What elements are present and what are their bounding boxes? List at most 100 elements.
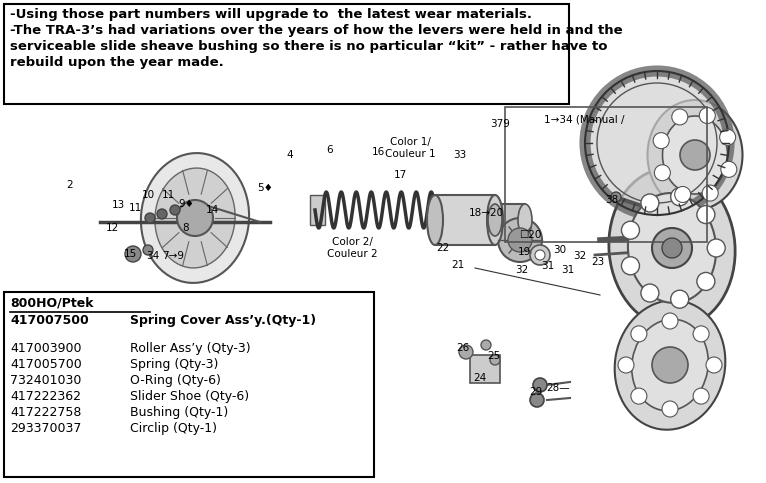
Text: -Using those part numbers will upgrade to  the latest wear materials.: -Using those part numbers will upgrade t…	[10, 8, 532, 21]
Circle shape	[653, 133, 669, 149]
Text: Spring Cover Ass’y.(Qty-1): Spring Cover Ass’y.(Qty-1)	[130, 314, 316, 327]
Circle shape	[662, 401, 678, 417]
Bar	[4, 292, 374, 477]
Text: 38: 38	[605, 195, 619, 205]
Text: 25: 25	[487, 351, 501, 361]
Circle shape	[533, 378, 547, 392]
Text: 7→9: 7→9	[162, 251, 184, 261]
Ellipse shape	[155, 168, 235, 268]
Text: Roller Ass’y (Qty-3): Roller Ass’y (Qty-3)	[130, 342, 250, 355]
Bar	[310, 195, 325, 225]
Ellipse shape	[141, 153, 249, 283]
Text: 32: 32	[516, 265, 529, 275]
Text: 732401030: 732401030	[10, 374, 81, 387]
Text: 16: 16	[372, 147, 385, 157]
Text: Slider Shoe (Qty-6): Slider Shoe (Qty-6)	[130, 390, 249, 403]
Text: 417003900: 417003900	[10, 342, 81, 355]
Text: 21: 21	[451, 260, 465, 270]
Text: Color 1/
Couleur 1: Color 1/ Couleur 1	[385, 137, 435, 159]
Circle shape	[699, 108, 715, 124]
Circle shape	[675, 186, 691, 202]
Text: 9♦: 9♦	[178, 199, 194, 209]
Text: 31: 31	[561, 265, 574, 275]
Text: 13: 13	[111, 200, 125, 210]
Circle shape	[145, 213, 155, 223]
Text: 417005700: 417005700	[10, 358, 82, 371]
Circle shape	[481, 340, 491, 350]
Circle shape	[671, 188, 689, 206]
Text: 31: 31	[542, 261, 555, 271]
Circle shape	[671, 290, 689, 308]
Text: 2: 2	[67, 180, 74, 190]
Text: 14: 14	[205, 205, 218, 215]
Text: 18→20: 18→20	[469, 208, 503, 218]
Text: 29: 29	[529, 387, 542, 397]
Circle shape	[498, 218, 542, 262]
Text: ☐20: ☐20	[519, 230, 542, 240]
Text: 11: 11	[129, 203, 142, 213]
Text: 11: 11	[162, 190, 175, 200]
Circle shape	[177, 200, 213, 236]
Circle shape	[652, 347, 688, 383]
Text: 32: 32	[574, 251, 587, 261]
Circle shape	[641, 194, 659, 212]
Ellipse shape	[614, 300, 725, 430]
Ellipse shape	[647, 100, 742, 210]
Text: 24: 24	[473, 373, 486, 383]
Circle shape	[170, 205, 180, 215]
Text: 17: 17	[394, 170, 407, 180]
Text: 28—: 28—	[546, 383, 570, 393]
Circle shape	[631, 388, 647, 404]
Text: 30: 30	[554, 245, 567, 255]
Ellipse shape	[663, 116, 728, 194]
Text: serviceable slide sheave bushing so there is no particular “kit” - rather have t: serviceable slide sheave bushing so ther…	[10, 40, 607, 53]
Text: 8: 8	[182, 223, 189, 233]
Ellipse shape	[609, 168, 735, 328]
Text: 800HO/Ptek: 800HO/Ptek	[10, 297, 93, 310]
Circle shape	[662, 238, 682, 258]
Text: 23: 23	[591, 257, 604, 267]
Ellipse shape	[487, 195, 503, 245]
Text: -The TRA-3’s had variations over the years of how the levers were held in and th: -The TRA-3’s had variations over the yea…	[10, 24, 623, 37]
Circle shape	[672, 109, 688, 125]
Circle shape	[611, 192, 621, 202]
Text: 15: 15	[123, 249, 136, 259]
Text: 379: 379	[490, 119, 510, 129]
Text: rebuild upon the year made.: rebuild upon the year made.	[10, 56, 224, 69]
Bar	[4, 4, 569, 104]
Circle shape	[490, 355, 500, 365]
Circle shape	[697, 272, 715, 290]
Ellipse shape	[628, 193, 716, 303]
Circle shape	[721, 161, 737, 177]
Text: 6: 6	[326, 145, 333, 155]
Bar	[495, 204, 525, 236]
Circle shape	[680, 140, 710, 170]
Text: 33: 33	[453, 150, 466, 160]
Text: Color 2/
Couleur 2: Color 2/ Couleur 2	[326, 237, 378, 259]
Circle shape	[641, 284, 659, 302]
Circle shape	[706, 357, 722, 373]
Text: O-Ring (Qty-6): O-Ring (Qty-6)	[130, 374, 221, 387]
Text: 417222362: 417222362	[10, 390, 81, 403]
Text: 10: 10	[142, 190, 155, 200]
Circle shape	[618, 357, 634, 373]
Bar	[433, 195, 448, 225]
Text: Bushing (Qty-1): Bushing (Qty-1)	[130, 406, 228, 419]
Circle shape	[508, 228, 532, 252]
Text: Circlip (Qty-1): Circlip (Qty-1)	[130, 422, 217, 435]
Circle shape	[702, 185, 719, 201]
Ellipse shape	[518, 204, 532, 236]
Text: 1→34 (Manual /: 1→34 (Manual /	[544, 115, 624, 125]
Circle shape	[125, 246, 141, 262]
Circle shape	[662, 313, 678, 329]
Bar	[505, 107, 707, 242]
Ellipse shape	[488, 204, 502, 236]
Circle shape	[143, 245, 153, 255]
Ellipse shape	[427, 195, 443, 245]
Text: 19: 19	[517, 247, 531, 257]
Bar	[470, 355, 500, 383]
Bar	[435, 195, 495, 245]
Text: 12: 12	[106, 223, 119, 233]
Circle shape	[621, 221, 640, 239]
Circle shape	[530, 245, 550, 265]
